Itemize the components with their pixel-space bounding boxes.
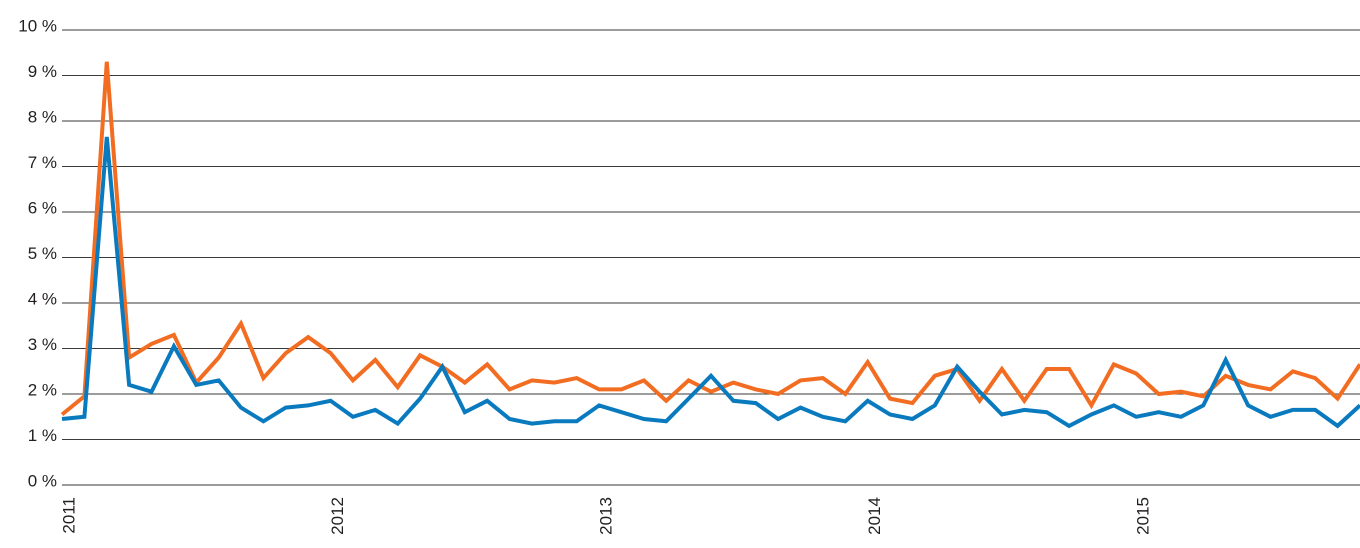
x-tick-label: 2014 [865, 497, 884, 535]
y-tick-label: 5 % [28, 244, 57, 263]
y-tick-label: 0 % [28, 471, 57, 490]
y-tick-label: 1 % [28, 426, 57, 445]
y-tick-label: 10 % [18, 16, 57, 35]
x-tick-label: 2013 [597, 497, 616, 535]
x-tick-label: 2015 [1134, 497, 1153, 535]
y-tick-label: 8 % [28, 107, 57, 126]
y-tick-label: 2 % [28, 380, 57, 399]
y-tick-label: 7 % [28, 153, 57, 172]
y-tick-label: 4 % [28, 289, 57, 308]
y-tick-label: 6 % [28, 198, 57, 217]
y-tick-label: 3 % [28, 335, 57, 354]
y-tick-label: 9 % [28, 62, 57, 81]
x-tick-label: 2012 [328, 497, 347, 535]
series-line [61, 136, 1360, 429]
x-tick-label: 2011 [59, 497, 78, 534]
series-line [60, 61, 1360, 417]
